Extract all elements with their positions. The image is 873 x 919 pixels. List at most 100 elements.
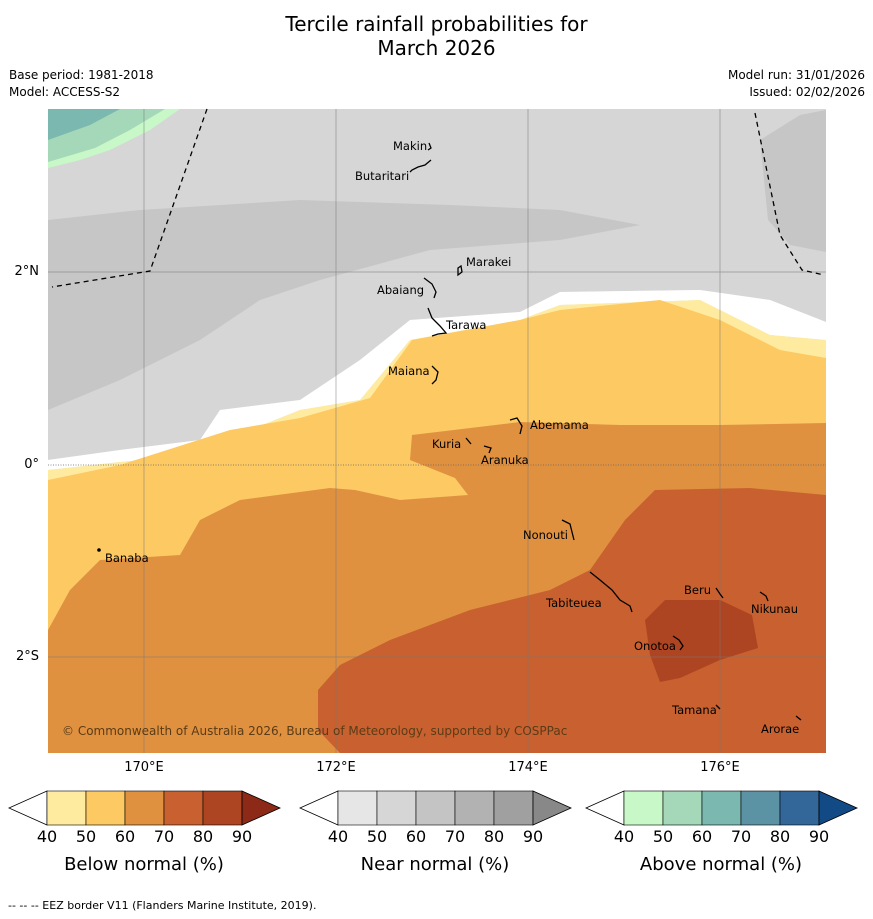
- colorbar-above-bin: [662, 790, 703, 826]
- island-abaiang: [423, 277, 437, 299]
- eez-footnote: -- -- -- EEZ border V11 (Flanders Marine…: [8, 899, 317, 912]
- colorbar-above-tick: 60: [691, 827, 713, 846]
- island-butaritari: [409, 159, 432, 173]
- below-normal-90-field: [645, 600, 758, 682]
- model-name: Model: ACCESS-S2: [9, 85, 121, 99]
- island-beru: [715, 587, 724, 599]
- lon-label-170e: 170°E: [124, 760, 164, 775]
- colorbar-below-tick: 90: [231, 827, 253, 846]
- colorbar-above-label: Above normal (%): [639, 854, 803, 875]
- label-beru: Beru: [684, 583, 711, 597]
- label-makin: Makin: [393, 139, 428, 153]
- colorbar-above-bin: [701, 790, 742, 826]
- island-onotoa: [672, 635, 684, 651]
- label-marakei: Marakei: [466, 255, 512, 269]
- title-line-2: March 2026: [377, 36, 496, 60]
- colorbar-below-max-extend: [241, 790, 281, 826]
- colorbar-near-tick: 90: [522, 827, 544, 846]
- colorbar-above-bin: [779, 790, 820, 826]
- colorbar-near-bin: [415, 790, 456, 826]
- island-nikunau: [759, 591, 769, 602]
- island-arorae: [795, 715, 802, 721]
- islands: [409, 142, 802, 721]
- colorbar-below-tick: 60: [114, 827, 136, 846]
- colorbar-near-tick: 70: [444, 827, 466, 846]
- island-makin: [427, 142, 432, 151]
- label-butaritari: Butaritari: [355, 169, 410, 183]
- colorbar-near-tick: 40: [327, 827, 349, 846]
- colorbar-below-tick: 80: [192, 827, 214, 846]
- colorbar-below-bin: [46, 790, 87, 826]
- lon-label-172e: 172°E: [316, 760, 356, 775]
- eez-border: [51, 108, 825, 288]
- colorbar-above-bin: [623, 790, 664, 826]
- colorbars: [8, 790, 858, 826]
- near-normal-70-field-east: [760, 110, 826, 252]
- colorbar-below-min-extend: [8, 790, 48, 826]
- label-nonouti: Nonouti: [523, 528, 568, 542]
- below-normal-40-band: [48, 290, 826, 470]
- model-run: Model run: 31/01/2026: [727, 68, 865, 82]
- label-banaba: Banaba: [105, 551, 149, 565]
- eez-border-east: [754, 112, 825, 276]
- island-banaba: [97, 548, 101, 552]
- lon-label-174e: 174°E: [508, 760, 548, 775]
- colorbar-near-bin: [493, 790, 534, 826]
- island-nonouti: [561, 519, 575, 541]
- colorbar-below-bin: [85, 790, 126, 826]
- graticule: [48, 109, 826, 753]
- label-maiana: Maiana: [388, 364, 430, 378]
- colorbar-above-min-extend: [585, 790, 625, 826]
- meta-right: Model run: 31/01/2026 Issued: 02/02/2026: [728, 67, 865, 101]
- map-title: Tercile rainfall probabilities for March…: [0, 12, 873, 60]
- colorbar-near-tick: 60: [405, 827, 427, 846]
- island-aranuka: [483, 445, 492, 454]
- colorbar-near-tick: 50: [366, 827, 388, 846]
- colorbar-above-tick: 80: [769, 827, 791, 846]
- title-line-1: Tercile rainfall probabilities for: [285, 12, 588, 36]
- colorbar-above-tick: 40: [613, 827, 635, 846]
- lon-label-176e: 176°E: [700, 760, 740, 775]
- label-aranuka: Aranuka: [481, 453, 529, 467]
- colorbar-above-tick: 70: [730, 827, 752, 846]
- colorbar-below-label: Below normal (%): [64, 854, 224, 875]
- island-tamana: [715, 704, 721, 710]
- colorbar-below-tick: 50: [75, 827, 97, 846]
- lat-label-0: 0°: [24, 457, 39, 472]
- colorbar-near-bin: [376, 790, 417, 826]
- base-period: Base period: 1981-2018: [9, 68, 154, 82]
- island-tarawa: [427, 307, 448, 337]
- eez-border-west: [51, 108, 208, 288]
- colorbar-above-tick: 90: [808, 827, 830, 846]
- lat-label-2n: 2°N: [14, 264, 40, 279]
- island-tabiteuea: [589, 571, 633, 613]
- label-kuria: Kuria: [432, 437, 462, 451]
- probability-fields: [48, 109, 826, 753]
- colorbar-near: [299, 790, 572, 826]
- issued-date: Issued: 02/02/2026: [749, 85, 865, 99]
- colorbar-below-tick: 40: [36, 827, 58, 846]
- copyright-notice: © Commonwealth of Australia 2026, Bureau…: [62, 724, 568, 738]
- colorbar-near-label: Near normal (%): [360, 854, 510, 875]
- label-arorae: Arorae: [761, 722, 800, 736]
- lat-label-2s: 2°S: [15, 649, 39, 664]
- colorbar-near-max-extend: [532, 790, 572, 826]
- island-maiana: [431, 365, 439, 385]
- label-abemama: Abemama: [530, 418, 589, 432]
- island-kuria: [465, 437, 472, 445]
- label-abaiang: Abaiang: [377, 283, 425, 297]
- label-nikunau: Nikunau: [751, 602, 799, 616]
- label-tamana: Tamana: [672, 703, 717, 717]
- colorbar-below-bin: [163, 790, 204, 826]
- colorbar-below: [8, 790, 281, 826]
- label-onotoa: Onotoa: [634, 639, 676, 653]
- label-tabiteuea: Tabiteuea: [546, 596, 602, 610]
- meta-left: Base period: 1981-2018 Model: ACCESS-S2: [9, 67, 154, 101]
- colorbar-above: [585, 790, 858, 826]
- colorbar-below-bin: [124, 790, 165, 826]
- below-normal-80-field: [318, 488, 826, 753]
- island-abemama: [509, 417, 523, 435]
- colorbar-near-tick: 80: [483, 827, 505, 846]
- near-normal-60-field: [48, 109, 826, 460]
